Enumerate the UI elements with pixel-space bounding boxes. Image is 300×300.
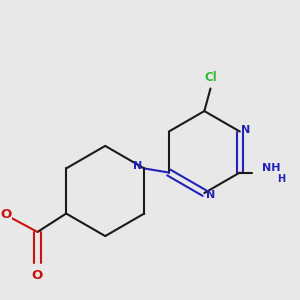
- Text: N: N: [134, 161, 143, 171]
- Text: H: H: [277, 174, 285, 184]
- Text: O: O: [32, 269, 43, 282]
- Text: O: O: [0, 208, 11, 221]
- Text: N: N: [206, 190, 215, 200]
- Text: Cl: Cl: [204, 71, 217, 84]
- Text: N: N: [242, 124, 250, 134]
- Text: NH: NH: [262, 164, 281, 173]
